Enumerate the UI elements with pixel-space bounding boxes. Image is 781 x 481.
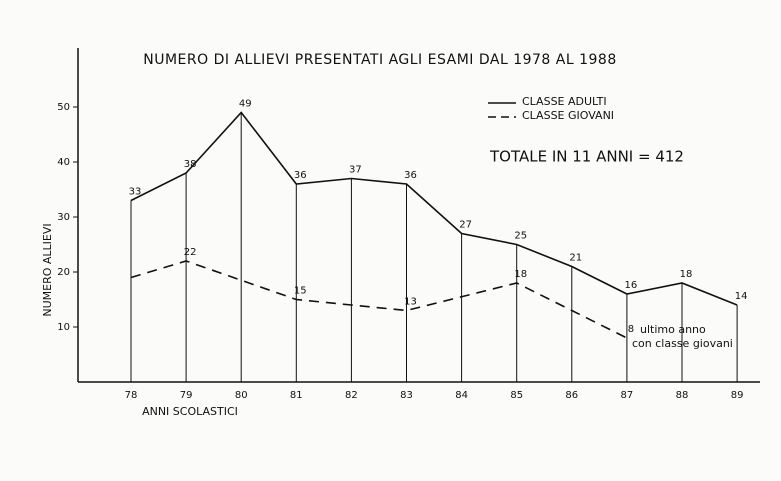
x-tick-label: 81: [290, 390, 303, 401]
data-label: 21: [569, 253, 582, 264]
data-label: 27: [459, 220, 472, 231]
data-label: 14: [735, 291, 748, 302]
x-tick-label: 85: [510, 390, 523, 401]
chart-title: NUMERO DI ALLIEVI PRESENTATI AGLI ESAMI …: [143, 52, 617, 68]
x-tick-label: 84: [455, 390, 468, 401]
x-tick-label: 86: [565, 390, 578, 401]
data-label: 33: [129, 187, 142, 198]
data-label: 25: [514, 231, 527, 242]
data-label: 18: [680, 269, 693, 280]
x-tick-label: 82: [345, 390, 358, 401]
data-label: 22: [184, 247, 197, 258]
y-tick-label: 40: [57, 157, 70, 168]
x-tick-label: 89: [731, 390, 744, 401]
x-tick-label: 78: [125, 390, 138, 401]
x-tick-label: 79: [180, 390, 193, 401]
legend-label: CLASSE ADULTI: [522, 95, 607, 108]
x-tick-label: 87: [621, 390, 634, 401]
data-label: 36: [404, 170, 417, 181]
x-tick-label: 80: [235, 390, 248, 401]
legend-label: CLASSE GIOVANI: [522, 109, 614, 122]
data-label: 16: [625, 280, 638, 291]
data-label: 49: [239, 99, 252, 110]
y-tick-label: 30: [57, 212, 70, 223]
data-label: 38: [184, 159, 197, 170]
x-tick-label: 83: [400, 390, 413, 401]
data-label: 13: [404, 297, 417, 308]
data-label: 15: [294, 286, 307, 297]
data-label: 18: [514, 269, 527, 280]
x-tick-label: 88: [676, 390, 689, 401]
x-axis-label: ANNI SCOLASTICI: [142, 405, 238, 418]
y-tick-label: 20: [57, 267, 70, 278]
annotation: TOTALE IN 11 ANNI = 412: [489, 148, 684, 166]
data-label: 8: [628, 324, 634, 335]
data-label: 36: [294, 170, 307, 181]
y-axis-label: NUMERO ALLIEVI: [41, 223, 54, 316]
y-tick-label: 10: [57, 322, 70, 333]
series-line: [130, 111, 738, 306]
annotation: ultimo anno: [640, 323, 706, 336]
series-line: [130, 260, 628, 339]
data-label: 37: [349, 165, 362, 176]
y-tick-label: 50: [57, 102, 70, 113]
